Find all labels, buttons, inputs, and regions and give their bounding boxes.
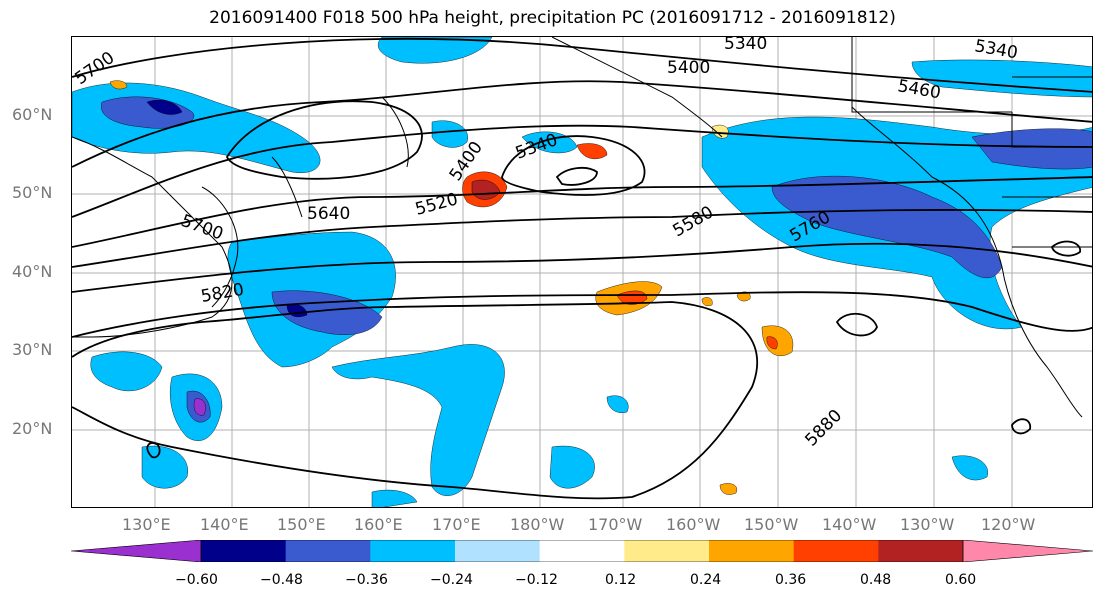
colorbar-tick: −0.36	[345, 572, 388, 588]
colorbar-tick: −0.48	[260, 572, 303, 588]
lat-label: 20°N	[12, 419, 53, 438]
contour-label: 5400	[667, 58, 710, 78]
contour-label: 5640	[307, 204, 350, 224]
lon-label: 120°W	[981, 515, 1036, 534]
colorbar-cell	[793, 540, 879, 562]
lon-label: 180°W	[510, 515, 565, 534]
height-contours	[72, 38, 1092, 500]
precip-negative-areas	[72, 37, 1092, 507]
lon-label: 160°E	[354, 515, 403, 534]
lon-label: 150°E	[277, 515, 326, 534]
colorbar-cell	[709, 540, 795, 562]
contour-label: 5880	[801, 406, 846, 451]
lon-label: 160°W	[666, 515, 721, 534]
lon-label: 150°W	[744, 515, 799, 534]
colorbar-tick: 0.48	[860, 572, 892, 588]
colorbar-tick: −0.24	[430, 572, 473, 588]
colorbar-cell	[624, 540, 710, 562]
colorbar-cell	[455, 540, 541, 562]
lon-label: 140°E	[200, 515, 249, 534]
lat-label: 40°N	[12, 262, 53, 281]
lat-label: 60°N	[12, 105, 53, 124]
contour-label: 5820	[199, 280, 245, 307]
map-canvas: 5700 5340 5400 5340 5460 5400 5340 5520 …	[72, 37, 1092, 507]
lon-label: 130°E	[122, 515, 171, 534]
colorbar-cell	[539, 540, 625, 562]
colorbar-tick: 0.12	[605, 572, 637, 588]
colorbar-tick: 0.24	[690, 572, 722, 588]
map-title: 2016091400 F018 500 hPa height, precipit…	[209, 8, 896, 28]
colorbar-cell	[285, 540, 371, 562]
lon-label: 140°W	[822, 515, 877, 534]
colorbar-tick: 0.60	[945, 572, 977, 588]
colorbar-extend-high	[962, 540, 1093, 562]
colorbar	[71, 540, 1093, 562]
map-panel: 5700 5340 5400 5340 5460 5400 5340 5520 …	[71, 36, 1093, 508]
lon-label: 170°E	[432, 515, 481, 534]
lat-label: 50°N	[12, 183, 53, 202]
colorbar-tick: 0.36	[775, 572, 807, 588]
colorbar-cell	[370, 540, 456, 562]
colorbar-cell	[878, 540, 964, 562]
lon-label: 170°W	[588, 515, 643, 534]
colorbar-tick: −0.12	[515, 572, 558, 588]
lon-label: 130°W	[900, 515, 955, 534]
contour-label: 5340	[724, 37, 767, 54]
colorbar-extend-low	[71, 540, 202, 562]
colorbar-cell	[201, 540, 287, 562]
colorbar-tick: −0.60	[175, 572, 218, 588]
precip-positive-areas	[109, 80, 794, 495]
contour-label: 5580	[670, 202, 717, 241]
coastlines	[72, 37, 1092, 418]
lat-label: 30°N	[12, 340, 53, 359]
